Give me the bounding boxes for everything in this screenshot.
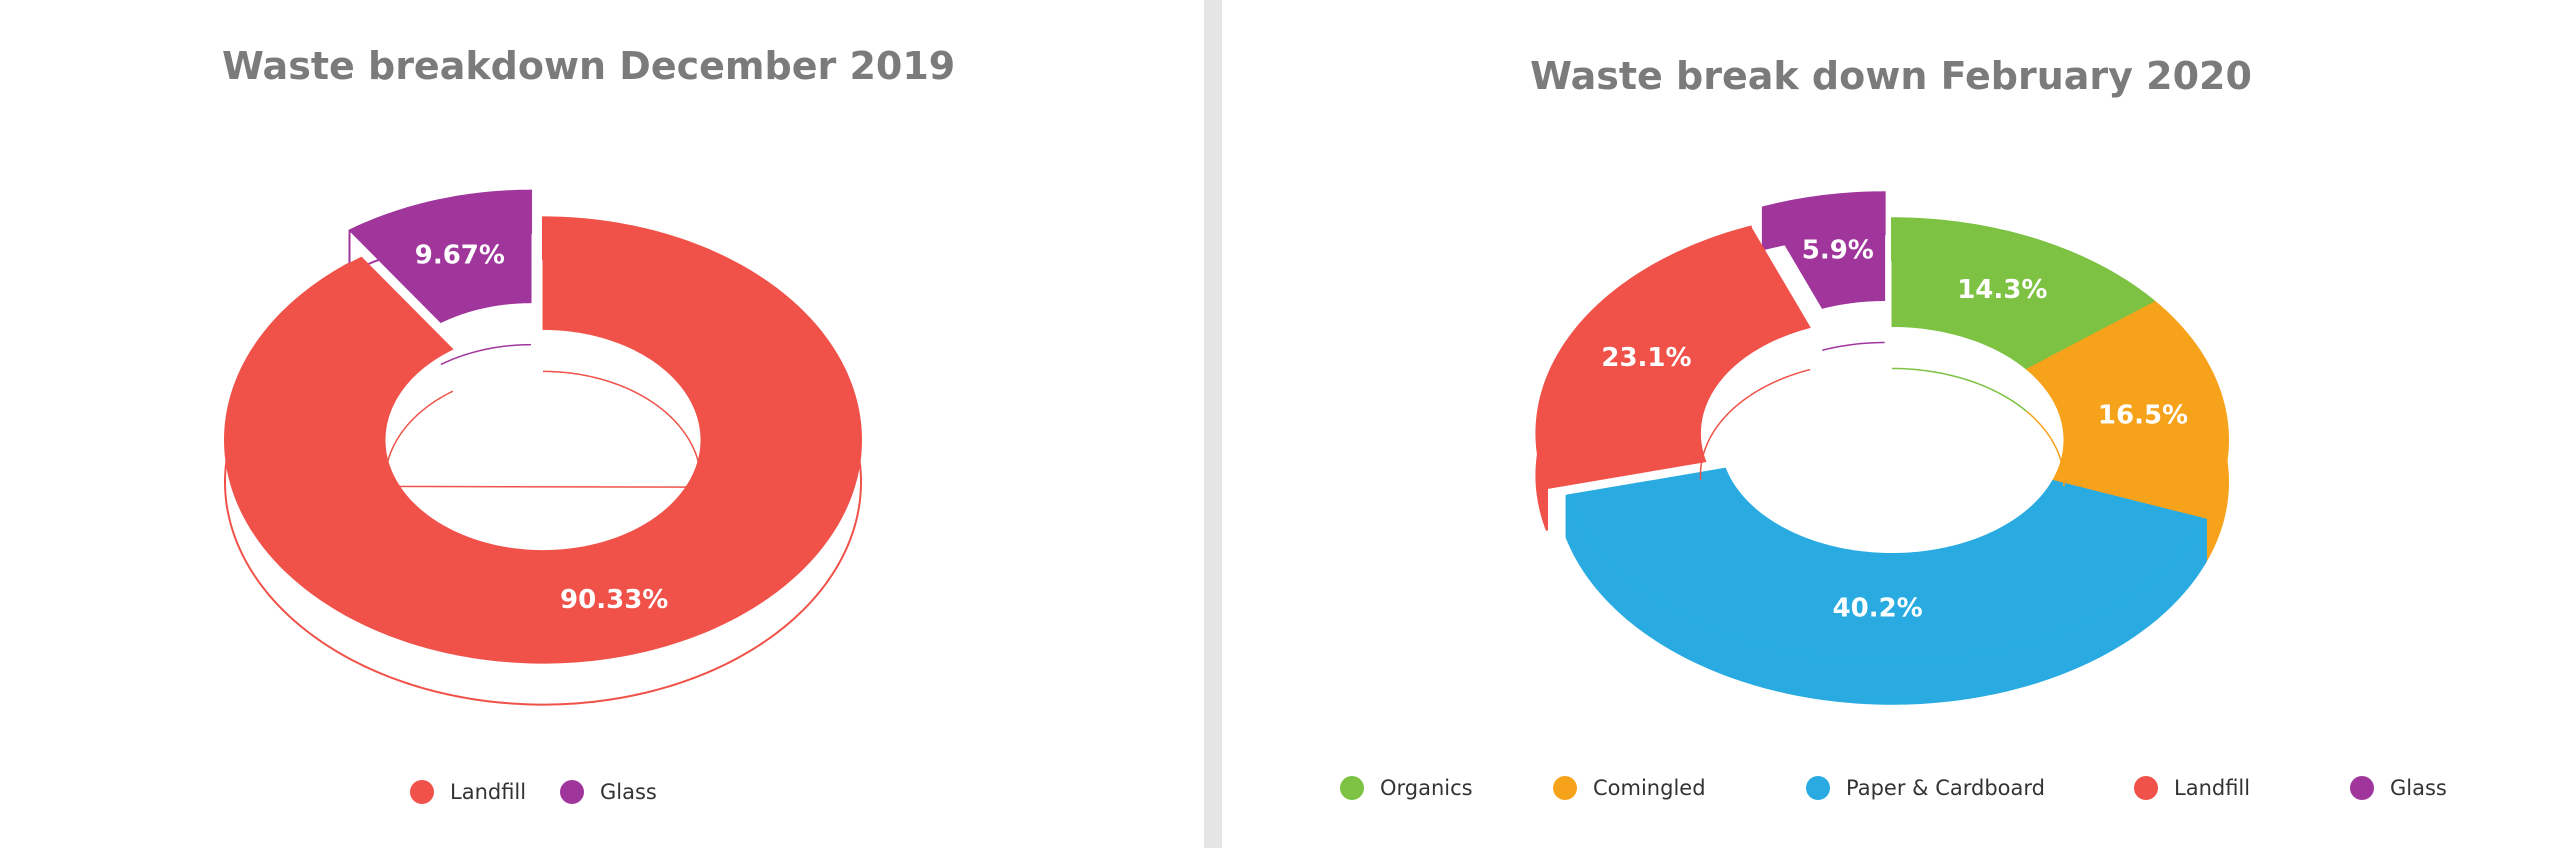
chart-title: Waste break down February 2020 — [1530, 54, 2252, 98]
legend-label-glass: Glass — [2390, 776, 2447, 800]
panel-divider — [1204, 0, 1222, 848]
legend-label-landfill: Landfill — [2174, 776, 2250, 800]
legend-label-paper-and-cardboard: Paper & Cardboard — [1846, 776, 2045, 800]
donut-chart-february-2020: 14.3% 16.5% 40.2% 23.1% 5.9% Organics Comingle… — [1340, 191, 2447, 800]
legend-marker-paper-and-cardboard — [1806, 776, 1830, 800]
slice-paper-and-cardboard — [1565, 467, 2207, 663]
slice-inner-edge-landfill — [384, 370, 702, 488]
legend-marker-glass — [2350, 776, 2374, 800]
legend-marker-glass — [560, 780, 584, 804]
data-label-landfill: 23.1% — [1601, 343, 1691, 373]
slice-inner-edge-glass — [1822, 341, 1885, 351]
data-label-paper-and-cardboard: 40.2% — [1833, 593, 1923, 623]
legend-marker-landfill — [410, 780, 434, 804]
chart-panel-december-2019: Waste breakdown December 2019 90.33% 9.67… — [0, 0, 1204, 848]
slice-glass — [1762, 191, 1886, 309]
chart-title: Waste breakdown December 2019 — [222, 44, 956, 88]
donut-chart-december-2019: 90.33% 9.67% Landfill Glass — [224, 189, 863, 804]
legend-marker-comingled — [1553, 776, 1577, 800]
slice-landfill — [1535, 226, 1811, 490]
slice-inner-edge-glass — [440, 343, 532, 366]
legend-marker-landfill — [2134, 776, 2158, 800]
data-label-organics: 14.3% — [1957, 275, 2047, 305]
data-label-landfill: 90.33% — [560, 585, 668, 615]
legend-label-landfill: Landfill — [450, 780, 526, 804]
legend-label-glass: Glass — [600, 780, 657, 804]
legend-label-comingled: Comingled — [1593, 776, 1706, 800]
slice-inner-edge-comingled — [2026, 410, 2065, 487]
slice-glass — [348, 190, 532, 324]
legend-label-organics: Organics — [1380, 776, 1473, 800]
data-label-glass: 9.67% — [415, 240, 505, 270]
legend-marker-organics — [1340, 776, 1364, 800]
chart-panel-february-2020: Waste break down February 2020 14.3% 16.5… — [1222, 0, 2560, 848]
slice-inner-edge-landfill — [1699, 368, 1811, 481]
data-label-glass: 5.9% — [1802, 235, 1874, 265]
data-label-comingled: 16.5% — [2098, 400, 2188, 430]
slice-landfill — [224, 216, 862, 664]
slice-inner-edge-organics — [1891, 367, 2028, 412]
